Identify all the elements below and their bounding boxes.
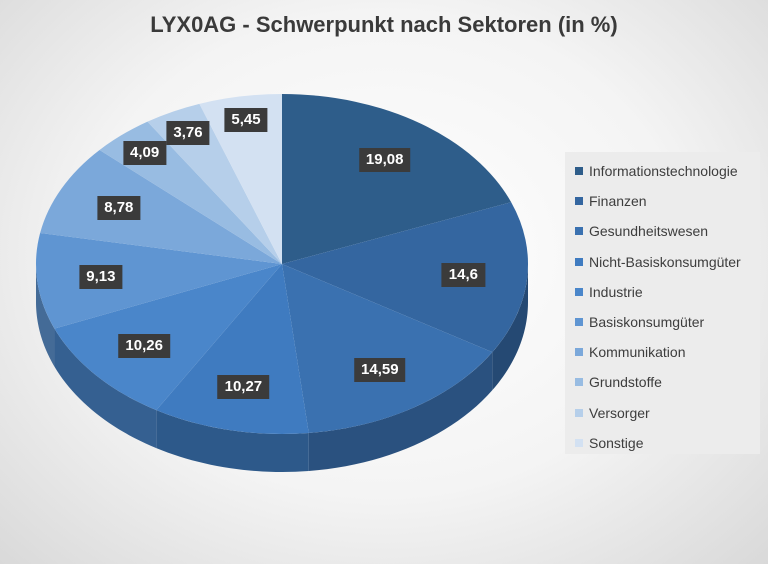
legend-swatch xyxy=(575,197,583,206)
legend-item: Finanzen xyxy=(575,186,760,216)
legend-label: Versorger xyxy=(589,404,650,421)
legend-label: Finanzen xyxy=(589,193,647,210)
legend-item: Gesundheitswesen xyxy=(575,216,760,246)
legend-swatch xyxy=(575,378,583,387)
data-label: 9,13 xyxy=(79,265,123,289)
legend: Informationstechnologie Finanzen Gesundhei… xyxy=(565,152,760,454)
legend-label: Nicht-Basiskonsumgüter xyxy=(589,253,741,270)
legend-swatch xyxy=(575,348,583,357)
legend-swatch xyxy=(575,227,583,236)
legend-swatch xyxy=(575,257,583,266)
legend-label: Informationstechnologie xyxy=(589,163,738,180)
pie-side-3 xyxy=(156,410,309,472)
pie-slice-6 xyxy=(40,149,282,264)
legend-item: Grundstoffe xyxy=(575,367,760,397)
legend-label: Grundstoffe xyxy=(589,374,662,391)
pie-slice-0 xyxy=(282,94,512,264)
pie-side-1 xyxy=(492,264,528,391)
data-label: 5,45 xyxy=(224,107,268,132)
data-label: 14,6 xyxy=(441,262,485,287)
chart-title: LYX0AG - Schwerpunkt nach Sektoren (in %… xyxy=(150,12,618,37)
pie-3d-sides xyxy=(36,264,528,472)
pie-slice-3 xyxy=(156,264,309,434)
legend-item: Sonstige xyxy=(575,428,760,458)
legend-label: Basiskonsumgüter xyxy=(589,314,705,331)
pie-slice-2 xyxy=(282,264,493,433)
pie-slice-9 xyxy=(199,94,282,264)
legend-label: Sonstige xyxy=(589,434,644,451)
legend-item: Informationstechnologie xyxy=(575,156,760,186)
legend-item: Industrie xyxy=(575,277,760,307)
legend-swatch xyxy=(575,438,583,447)
data-label: 10,27 xyxy=(217,374,270,399)
data-label: 4,09 xyxy=(122,140,167,165)
legend-swatch xyxy=(575,408,583,417)
data-label: 10,26 xyxy=(118,334,170,359)
pie-slice-5 xyxy=(35,232,282,329)
legend-item: Nicht-Basiskonsumgüter xyxy=(575,247,760,277)
legend-label: Kommunikation xyxy=(589,344,686,361)
pie-side-2 xyxy=(308,352,493,471)
legend-label: Gesundheitswesen xyxy=(589,223,709,240)
legend-item: Versorger xyxy=(575,398,760,428)
pie-side-4 xyxy=(54,328,157,449)
legend-item: Kommunikation xyxy=(575,337,760,367)
data-label: 8,78 xyxy=(97,196,141,221)
data-label: 14,59 xyxy=(354,358,406,383)
pie-side-5 xyxy=(36,264,55,367)
data-label: 3,76 xyxy=(166,121,210,145)
legend-swatch xyxy=(575,287,583,296)
legend-swatch xyxy=(575,318,583,327)
legend-swatch xyxy=(575,167,583,176)
pie-slice-1 xyxy=(282,202,529,353)
legend-label: Industrie xyxy=(589,283,643,300)
legend-item: Basiskonsumgüter xyxy=(575,307,760,337)
data-label: 19,08 xyxy=(358,148,411,173)
